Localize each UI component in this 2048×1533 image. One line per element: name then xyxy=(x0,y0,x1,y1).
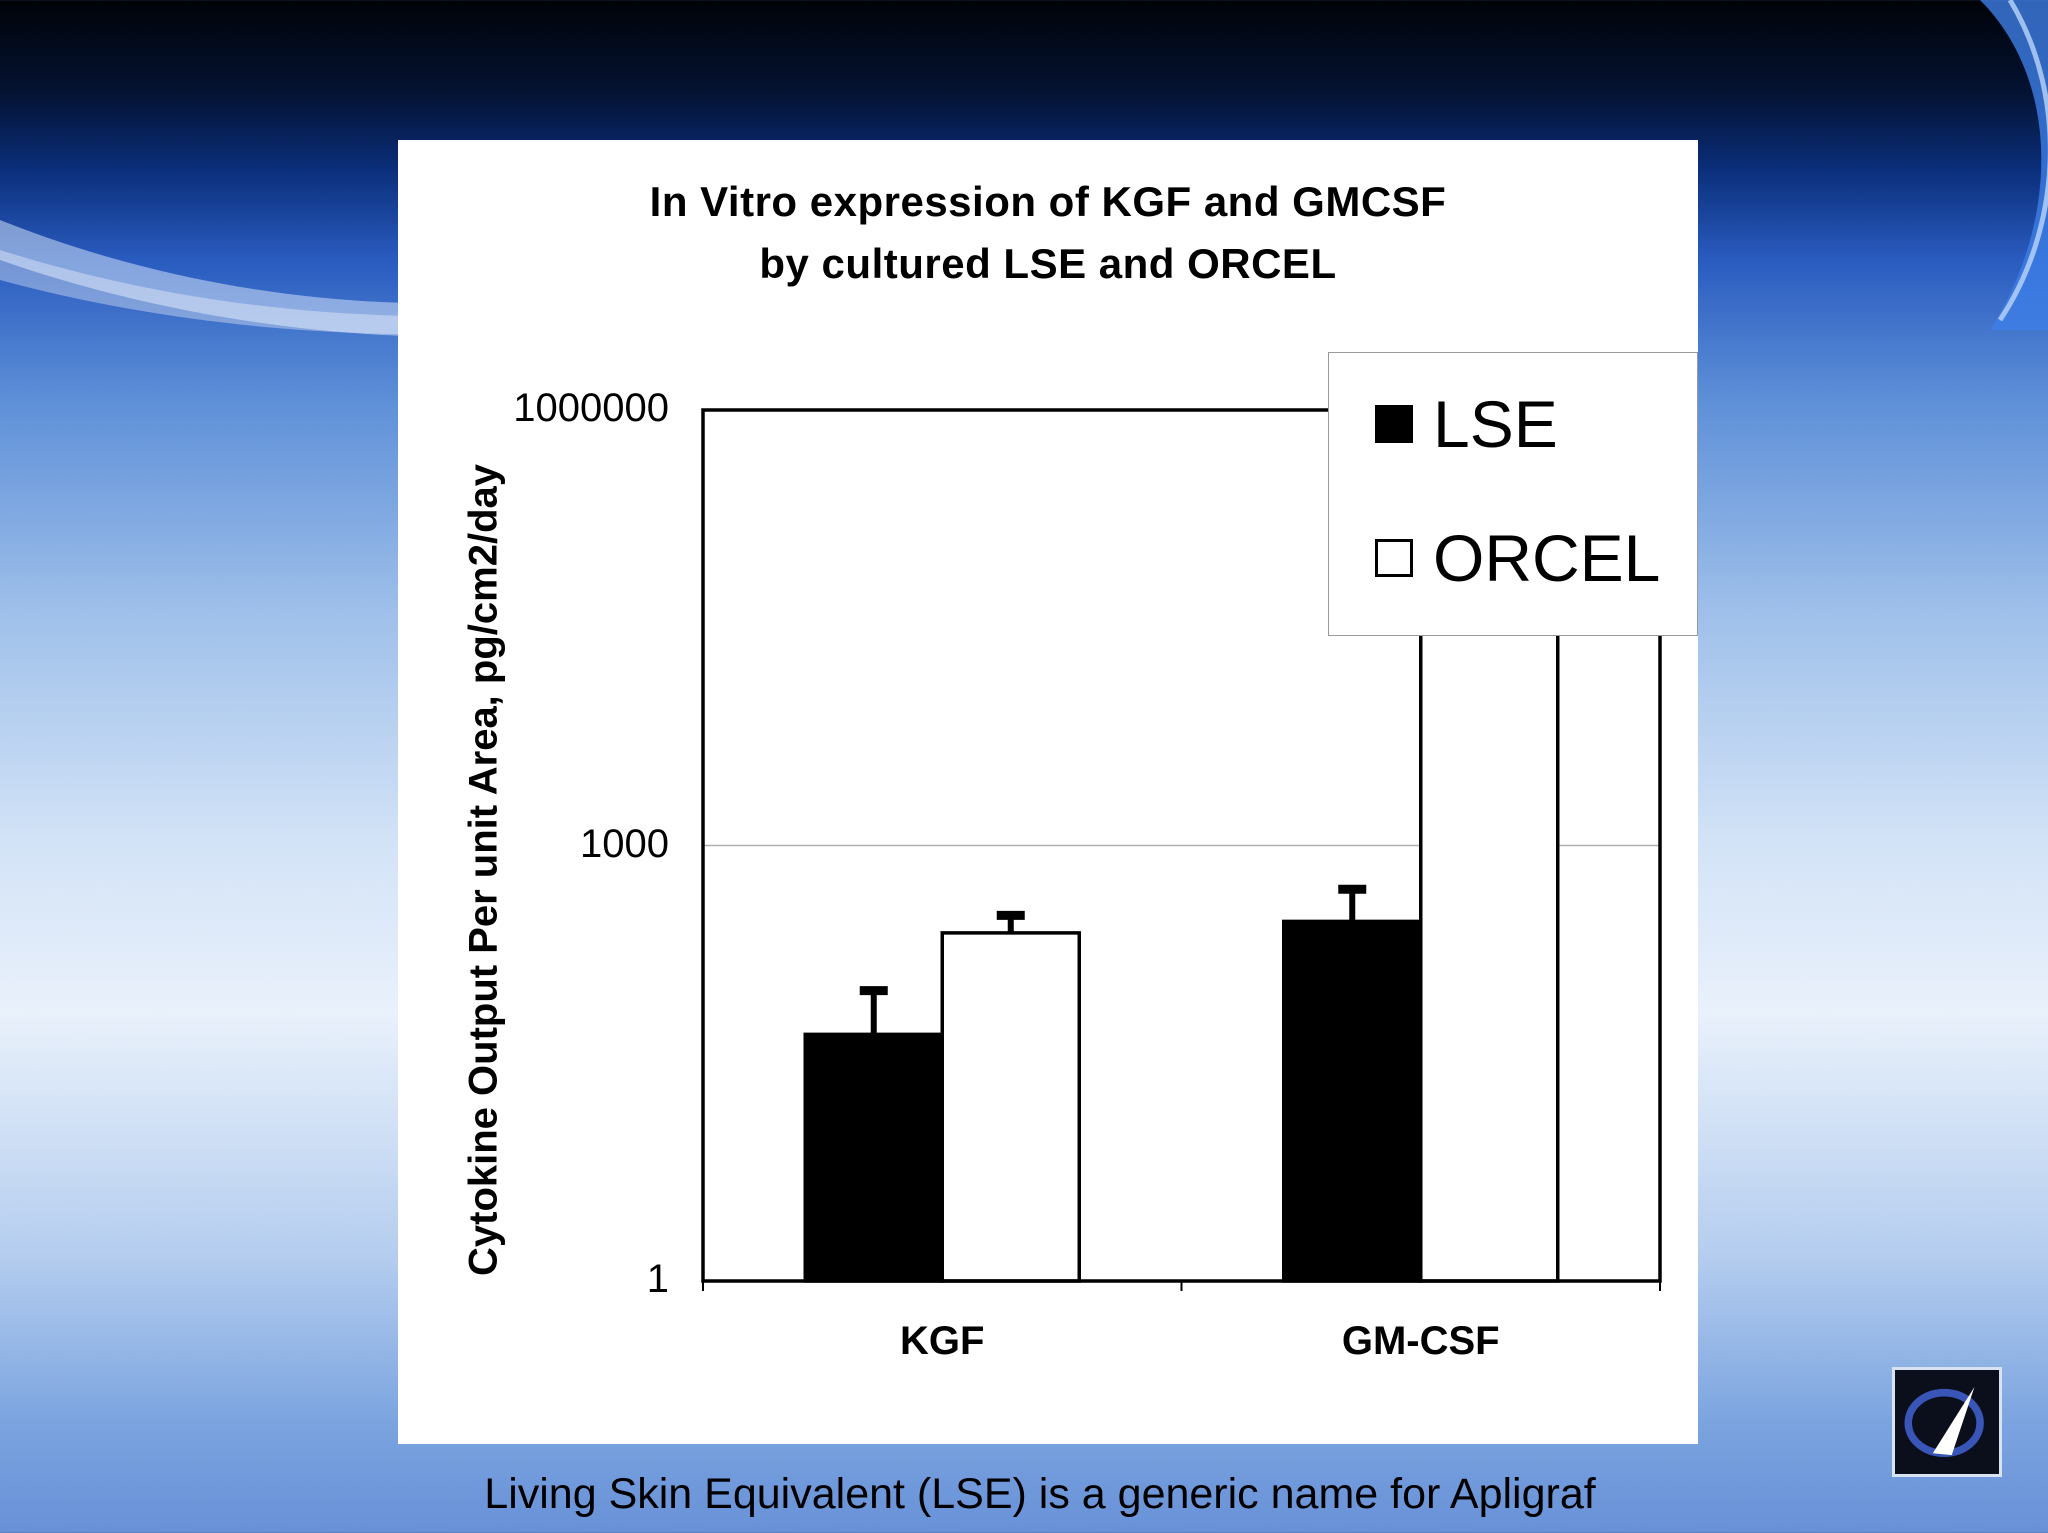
legend-item-orcel: ORCEL xyxy=(1375,525,1660,591)
legend-label-lse: LSE xyxy=(1433,387,1558,461)
chart-title-line1: In Vitro expression of KGF and GMCSF xyxy=(649,178,1447,225)
company-logo-icon xyxy=(1892,1367,2002,1477)
bar-orcel-gm-csf xyxy=(1419,585,1560,1283)
y-axis-title: Cytokine Output Per unit Area, pg/cm2/da… xyxy=(461,464,506,1276)
y-tick-label: 1000 xyxy=(580,821,669,866)
chart-title-line2: by cultured LSE and ORCEL xyxy=(759,240,1337,287)
bar-lse-gm-csf xyxy=(1282,919,1423,1283)
y-tick-label: 1 xyxy=(646,1257,669,1301)
legend-item-lse: LSE xyxy=(1375,391,1558,457)
legend-label-orcel: ORCEL xyxy=(1433,521,1661,595)
legend-swatch-lse xyxy=(1375,405,1413,443)
y-tick-label: 1000000 xyxy=(513,386,669,430)
x-tick-label: KGF xyxy=(900,1319,985,1363)
x-tick-label: GM-CSF xyxy=(1341,1319,1500,1363)
bar-orcel-kgf xyxy=(940,931,1081,1283)
legend-swatch-orcel xyxy=(1375,539,1413,577)
chart-legend: LSE ORCEL xyxy=(1328,352,1698,636)
bar-lse-kgf xyxy=(803,1032,944,1283)
slide-caption: Living Skin Equivalent (LSE) is a generi… xyxy=(484,1470,1596,1518)
